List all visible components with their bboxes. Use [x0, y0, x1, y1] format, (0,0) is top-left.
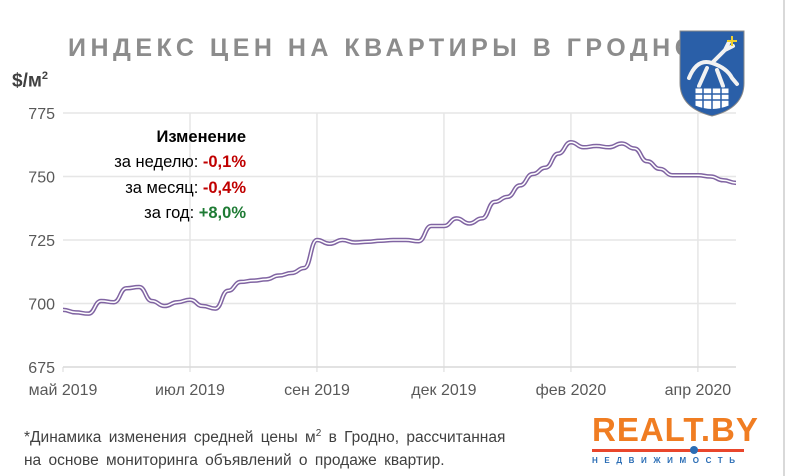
footnote-text-b: в Гродно, рассчитанная [321, 429, 506, 447]
annotation-month: за месяц: -0,4% [125, 179, 246, 198]
footnote-line-1: *Динамика изменения средней цены м2 в Гр… [24, 422, 505, 449]
grodno-coat-of-arms-icon [679, 30, 745, 117]
annotation-year: за год: +8,0% [144, 204, 246, 223]
y-axis-unit: $/м2 [12, 70, 48, 92]
footnote-sup: 2 [315, 428, 322, 439]
y-tick-label: 725 [28, 233, 55, 250]
annotation-heading: Изменение [157, 128, 246, 147]
annotation-heading-text: Изменение [156, 128, 246, 146]
x-tick-label: май 2019 [29, 382, 98, 399]
logo-underline [592, 446, 744, 454]
y-tick-label: 675 [28, 360, 55, 377]
annotation-week: за неделю: -0,1% [114, 153, 246, 172]
series-line-inner [62, 141, 737, 315]
x-tick-label: дек 2019 [411, 382, 476, 399]
week-value: -0,1% [202, 153, 246, 171]
footnote-line-2: на основе мониторинга объявлений о прода… [24, 452, 445, 470]
month-label: за месяц: [125, 179, 199, 197]
y-tick-label: 700 [28, 297, 55, 314]
realt-by-logo[interactable]: REALT.BY НЕДВИЖИМОСТЬ [592, 411, 759, 465]
logo-dot [690, 446, 698, 454]
y-tick-label: 775 [28, 106, 55, 123]
x-tick-label: сен 2019 [284, 382, 350, 399]
month-value: -0,4% [202, 179, 246, 197]
x-tick-label: июл 2019 [155, 382, 225, 399]
year-label: за год: [144, 204, 195, 222]
unit-text: $/м [12, 70, 42, 92]
logo-name: REALT.BY [592, 411, 759, 448]
chart-title: ИНДЕКС ЦЕН НА КВАРТИРЫ В ГРОДНО [68, 34, 699, 62]
week-label: за неделю: [114, 153, 199, 171]
unit-sup: 2 [41, 70, 49, 82]
x-tick-label: фев 2020 [536, 382, 607, 399]
x-tick-label: апр 2020 [665, 382, 732, 399]
y-tick-label: 750 [28, 170, 55, 187]
year-value: +8,0% [198, 204, 246, 222]
logo-tagline: НЕДВИЖИМОСТЬ [592, 456, 742, 465]
footnote-text-a: *Динамика изменения средней цены м [24, 429, 316, 447]
footnote: *Динамика изменения средней цены м2 в Гр… [24, 422, 505, 472]
